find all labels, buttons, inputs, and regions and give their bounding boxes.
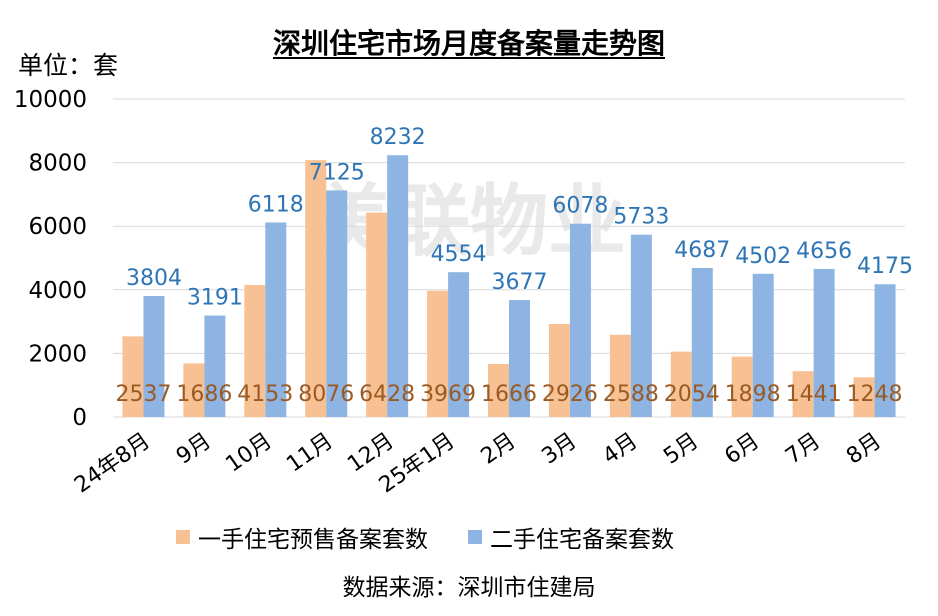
bar-resale-homes [448,272,470,417]
data-label-new-homes: 1666 [481,382,537,407]
data-label-new-homes: 4153 [237,382,293,407]
bar-new-homes [488,364,509,417]
x-tick-label: 3月 [538,428,582,469]
x-tick-label: 11月 [282,428,337,477]
data-label-new-homes: 2926 [542,382,598,407]
y-tick-label: 6000 [28,214,87,240]
bar-resale-homes [874,284,896,417]
data-label-resale-homes: 4687 [674,238,730,263]
data-label-new-homes: 6428 [359,382,415,407]
legend: 一手住宅预售备案套数 二手住宅备案套数 [176,520,674,554]
data-source: 数据来源：深圳市住建局 [342,575,596,601]
bar-resale-homes [569,223,591,417]
data-label-resale-homes: 4502 [735,244,791,269]
data-label-resale-homes: 6118 [248,192,304,217]
data-label-resale-homes: 4656 [796,239,852,264]
bar-resale-homes [326,190,348,417]
x-tick-label: 24年8月 [70,428,155,498]
bar-new-homes [244,284,266,417]
data-label-new-homes: 2588 [603,382,659,407]
y-tick-label: 10000 [14,87,87,113]
y-tick-label: 4000 [28,278,87,304]
bar-new-homes [366,212,388,417]
bar-resale-homes [204,315,226,417]
data-label-resale-homes: 4175 [857,254,913,279]
x-tick-label: 10月 [221,428,276,477]
legend-item-resale-homes: 二手住宅备案套数 [468,520,674,554]
bar-new-homes [427,290,449,417]
data-label-new-homes: 1686 [176,382,232,407]
bar-resale-homes [813,268,835,417]
bar-new-homes [853,377,875,417]
x-tick-label: 7月 [781,428,825,469]
legend-label-new-homes: 一手住宅预售备案套数 [198,527,428,553]
data-label-resale-homes: 8232 [370,125,426,150]
data-label-resale-homes: 3677 [492,270,548,295]
bar-new-homes [609,334,631,417]
bar-resale-homes [509,300,530,417]
bar-new-homes [792,371,814,417]
data-label-resale-homes: 7125 [309,160,365,185]
data-label-resale-homes: 4554 [431,242,487,267]
data-label-new-homes: 2537 [115,382,171,407]
legend-label-resale-homes: 二手住宅备案套数 [490,527,674,553]
data-label-resale-homes: 5733 [613,205,669,230]
unit-label: 单位：套 [18,51,119,80]
data-label-resale-homes: 3191 [187,286,243,311]
bar-resale-homes [752,273,774,417]
chart-title: 深圳住宅市场月度备案量走势图 [272,27,665,60]
x-tick-label: 2月 [477,428,521,469]
bar-new-homes [122,336,144,417]
bar-resale-homes [265,222,287,417]
bar-resale-homes [387,155,409,417]
x-tick-label: 5月 [659,428,703,469]
bar-new-homes [183,363,205,417]
data-label-new-homes: 1248 [847,382,903,407]
data-label-resale-homes: 3804 [126,266,182,291]
data-label-new-homes: 3969 [420,382,476,407]
legend-swatch-new-homes [176,530,190,544]
data-label-new-homes: 8076 [298,382,354,407]
y-tick-label: 0 [72,405,87,431]
legend-swatch-resale-homes [468,530,482,544]
x-tick-label: 8月 [842,428,886,469]
bar-new-homes [731,356,753,417]
y-tick-label: 8000 [28,151,87,177]
bar-resale-homes [143,296,165,417]
data-label-new-homes: 2054 [664,382,720,407]
data-label-new-homes: 1441 [786,382,842,407]
y-tick-label: 2000 [28,341,87,367]
x-tick-label: 9月 [172,428,216,469]
data-label-resale-homes: 6078 [552,194,608,219]
legend-item-new-homes: 一手住宅预售备案套数 [176,520,428,554]
bar-new-homes [305,160,327,417]
bar-resale-homes [691,267,713,417]
x-tick-label: 6月 [720,428,764,469]
x-tick-label: 4月 [598,428,642,469]
data-label-new-homes: 1898 [725,382,781,407]
bar-resale-homes [630,234,652,417]
bar-new-homes [670,351,692,417]
bar-new-homes [548,323,570,417]
